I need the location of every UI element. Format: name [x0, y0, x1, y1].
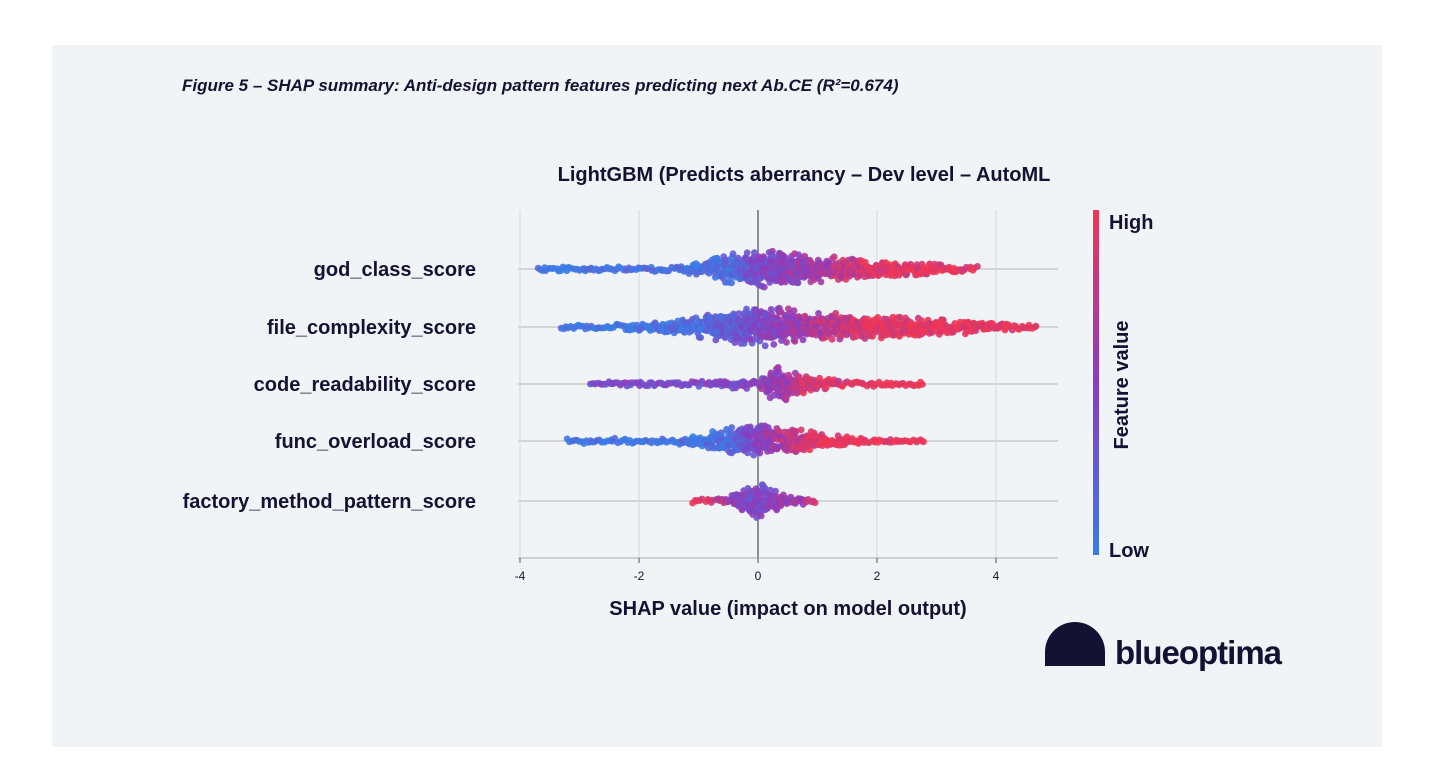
feature-label: factory_method_pattern_score	[183, 491, 476, 513]
x-tick-label: 4	[993, 569, 1000, 583]
shap-point	[760, 283, 768, 291]
x-tick-label: -2	[634, 569, 645, 583]
shap-point	[697, 334, 704, 341]
shap-point	[770, 341, 778, 348]
shap-point	[920, 438, 927, 446]
shap-point	[799, 336, 807, 344]
shap-point	[761, 342, 769, 350]
logo-wordmark: blueoptima	[1115, 634, 1282, 672]
shap-point	[767, 486, 774, 494]
x-tick-label: 0	[755, 569, 762, 583]
shap-point	[806, 446, 814, 454]
shap-point	[782, 393, 790, 401]
feature-label: code_readability_score	[254, 374, 476, 396]
x-tick-label: 2	[874, 569, 881, 583]
shap-point	[816, 374, 823, 382]
figure-caption: Figure 5 – SHAP summary: Anti-design pat…	[182, 76, 899, 95]
logo-mark	[1045, 622, 1105, 666]
colorbar	[1093, 210, 1099, 555]
shap-point	[832, 309, 840, 317]
feature-swarm-code_readability_score	[587, 364, 926, 404]
shap-point	[1032, 322, 1040, 330]
feature-swarm-god_class_score	[534, 247, 981, 291]
shap-point	[830, 253, 838, 261]
shap-point	[918, 317, 926, 325]
colorbar-high-label: High	[1109, 212, 1153, 234]
shap-point	[751, 249, 758, 257]
shap-point	[776, 428, 783, 435]
feature-swarm-func_overload_score	[563, 422, 927, 459]
shap-point	[828, 335, 836, 343]
colorbar-title: Feature value	[1111, 321, 1133, 450]
shap-point	[757, 512, 765, 520]
shap-point	[735, 310, 743, 318]
shap-point	[791, 338, 799, 345]
shap-point	[728, 279, 735, 287]
feature-swarm-file_complexity_score	[557, 304, 1040, 350]
x-tick-label: -4	[515, 569, 526, 583]
shap-point	[783, 338, 790, 346]
blueoptima-logo	[1045, 622, 1105, 666]
feature-label: file_complexity_score	[267, 317, 476, 339]
shap-point	[792, 428, 800, 435]
shap-point	[729, 250, 737, 258]
shap-point	[744, 449, 752, 457]
chart-title: LightGBM (Predicts aberrancy – Dev level…	[558, 164, 1051, 186]
shap-point	[750, 451, 757, 459]
shap-point	[758, 385, 765, 393]
shap-point	[822, 384, 830, 392]
axes-layer: god_class_score file_complexity_scorecode…	[183, 259, 1058, 583]
shap-point	[919, 381, 926, 388]
shap-point	[797, 426, 805, 434]
shap-point	[852, 333, 860, 340]
shap-point	[974, 263, 981, 270]
shap-point	[752, 306, 760, 313]
colorbar-low-label: Low	[1109, 540, 1149, 562]
shap-point	[756, 449, 764, 457]
shap-point	[728, 424, 736, 431]
feature-label: func_overload_score	[275, 431, 476, 453]
logo-word-part2: optima	[1178, 634, 1282, 671]
feature-swarm-factory_method_pattern_score	[689, 481, 819, 521]
shap-point	[743, 249, 751, 257]
shap-point	[874, 314, 882, 321]
points-layer	[534, 247, 1040, 521]
shap-point	[772, 487, 779, 495]
shap-point	[790, 307, 798, 315]
logo-word-part1: blue	[1115, 634, 1180, 671]
shap-point	[776, 308, 784, 316]
shap-point	[767, 306, 775, 313]
figure-panel	[52, 45, 1382, 747]
shap-point	[811, 499, 819, 507]
shap-point	[815, 310, 822, 317]
shap-point	[902, 271, 910, 279]
shap-point	[794, 279, 802, 287]
shap-point	[817, 278, 825, 286]
shap-point	[775, 368, 783, 376]
x-axis-label: SHAP value (impact on model output)	[609, 598, 966, 620]
feature-label: god_class_score	[314, 259, 476, 281]
shap-point	[730, 310, 737, 318]
